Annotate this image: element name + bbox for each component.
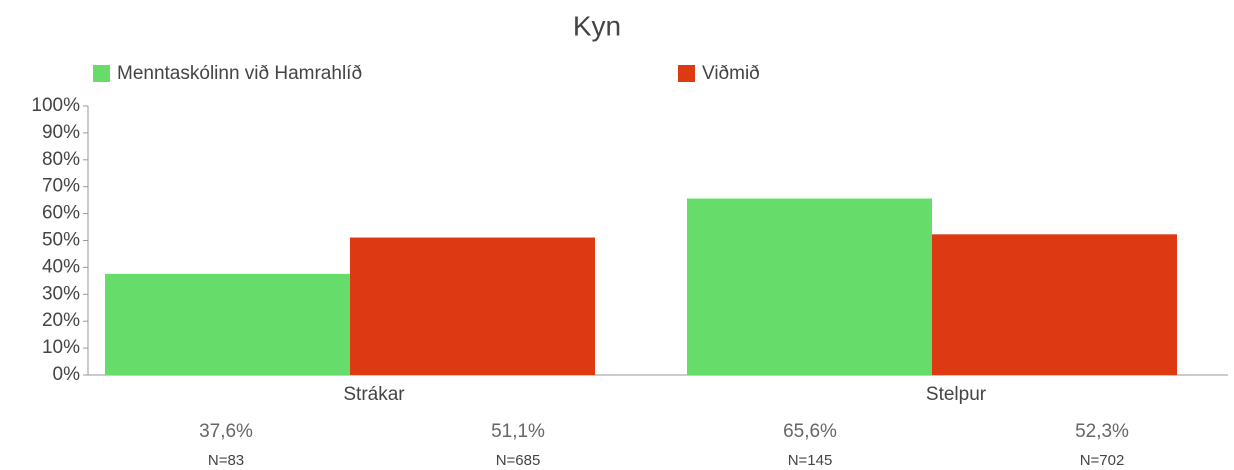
n-label: N=702: [1080, 452, 1125, 469]
y-tick-label: 10%: [42, 337, 80, 358]
chart-title: Kyn: [573, 10, 621, 41]
x-tick-label: Strákar: [343, 384, 405, 405]
x-tick-label: Stelpur: [926, 384, 987, 405]
y-tick-label: 70%: [42, 176, 80, 197]
legend-label: Viðmið: [702, 63, 760, 84]
y-tick-label: 0%: [53, 364, 81, 385]
value-label: 65,6%: [783, 421, 837, 442]
bar: [932, 234, 1177, 375]
y-tick-label: 50%: [42, 230, 80, 251]
legend-label: Menntaskólinn við Hamrahlíð: [117, 63, 362, 84]
bar: [350, 237, 595, 375]
y-tick-label: 80%: [42, 149, 80, 170]
n-label: N=685: [496, 452, 541, 469]
value-label: 52,3%: [1075, 421, 1129, 442]
bar: [105, 273, 350, 375]
n-label: N=83: [208, 452, 244, 469]
bar: [687, 198, 932, 375]
y-tick-label: 100%: [31, 95, 80, 116]
value-label: 51,1%: [491, 421, 545, 442]
y-tick-label: 90%: [42, 122, 80, 143]
legend-swatch: [93, 65, 110, 82]
legend-swatch: [678, 65, 695, 82]
y-tick-label: 30%: [42, 283, 80, 304]
y-tick-label: 60%: [42, 203, 80, 224]
y-tick-label: 20%: [42, 310, 80, 331]
y-tick-label: 40%: [42, 256, 80, 277]
n-label: N=145: [788, 452, 833, 469]
value-label: 37,6%: [199, 421, 253, 442]
